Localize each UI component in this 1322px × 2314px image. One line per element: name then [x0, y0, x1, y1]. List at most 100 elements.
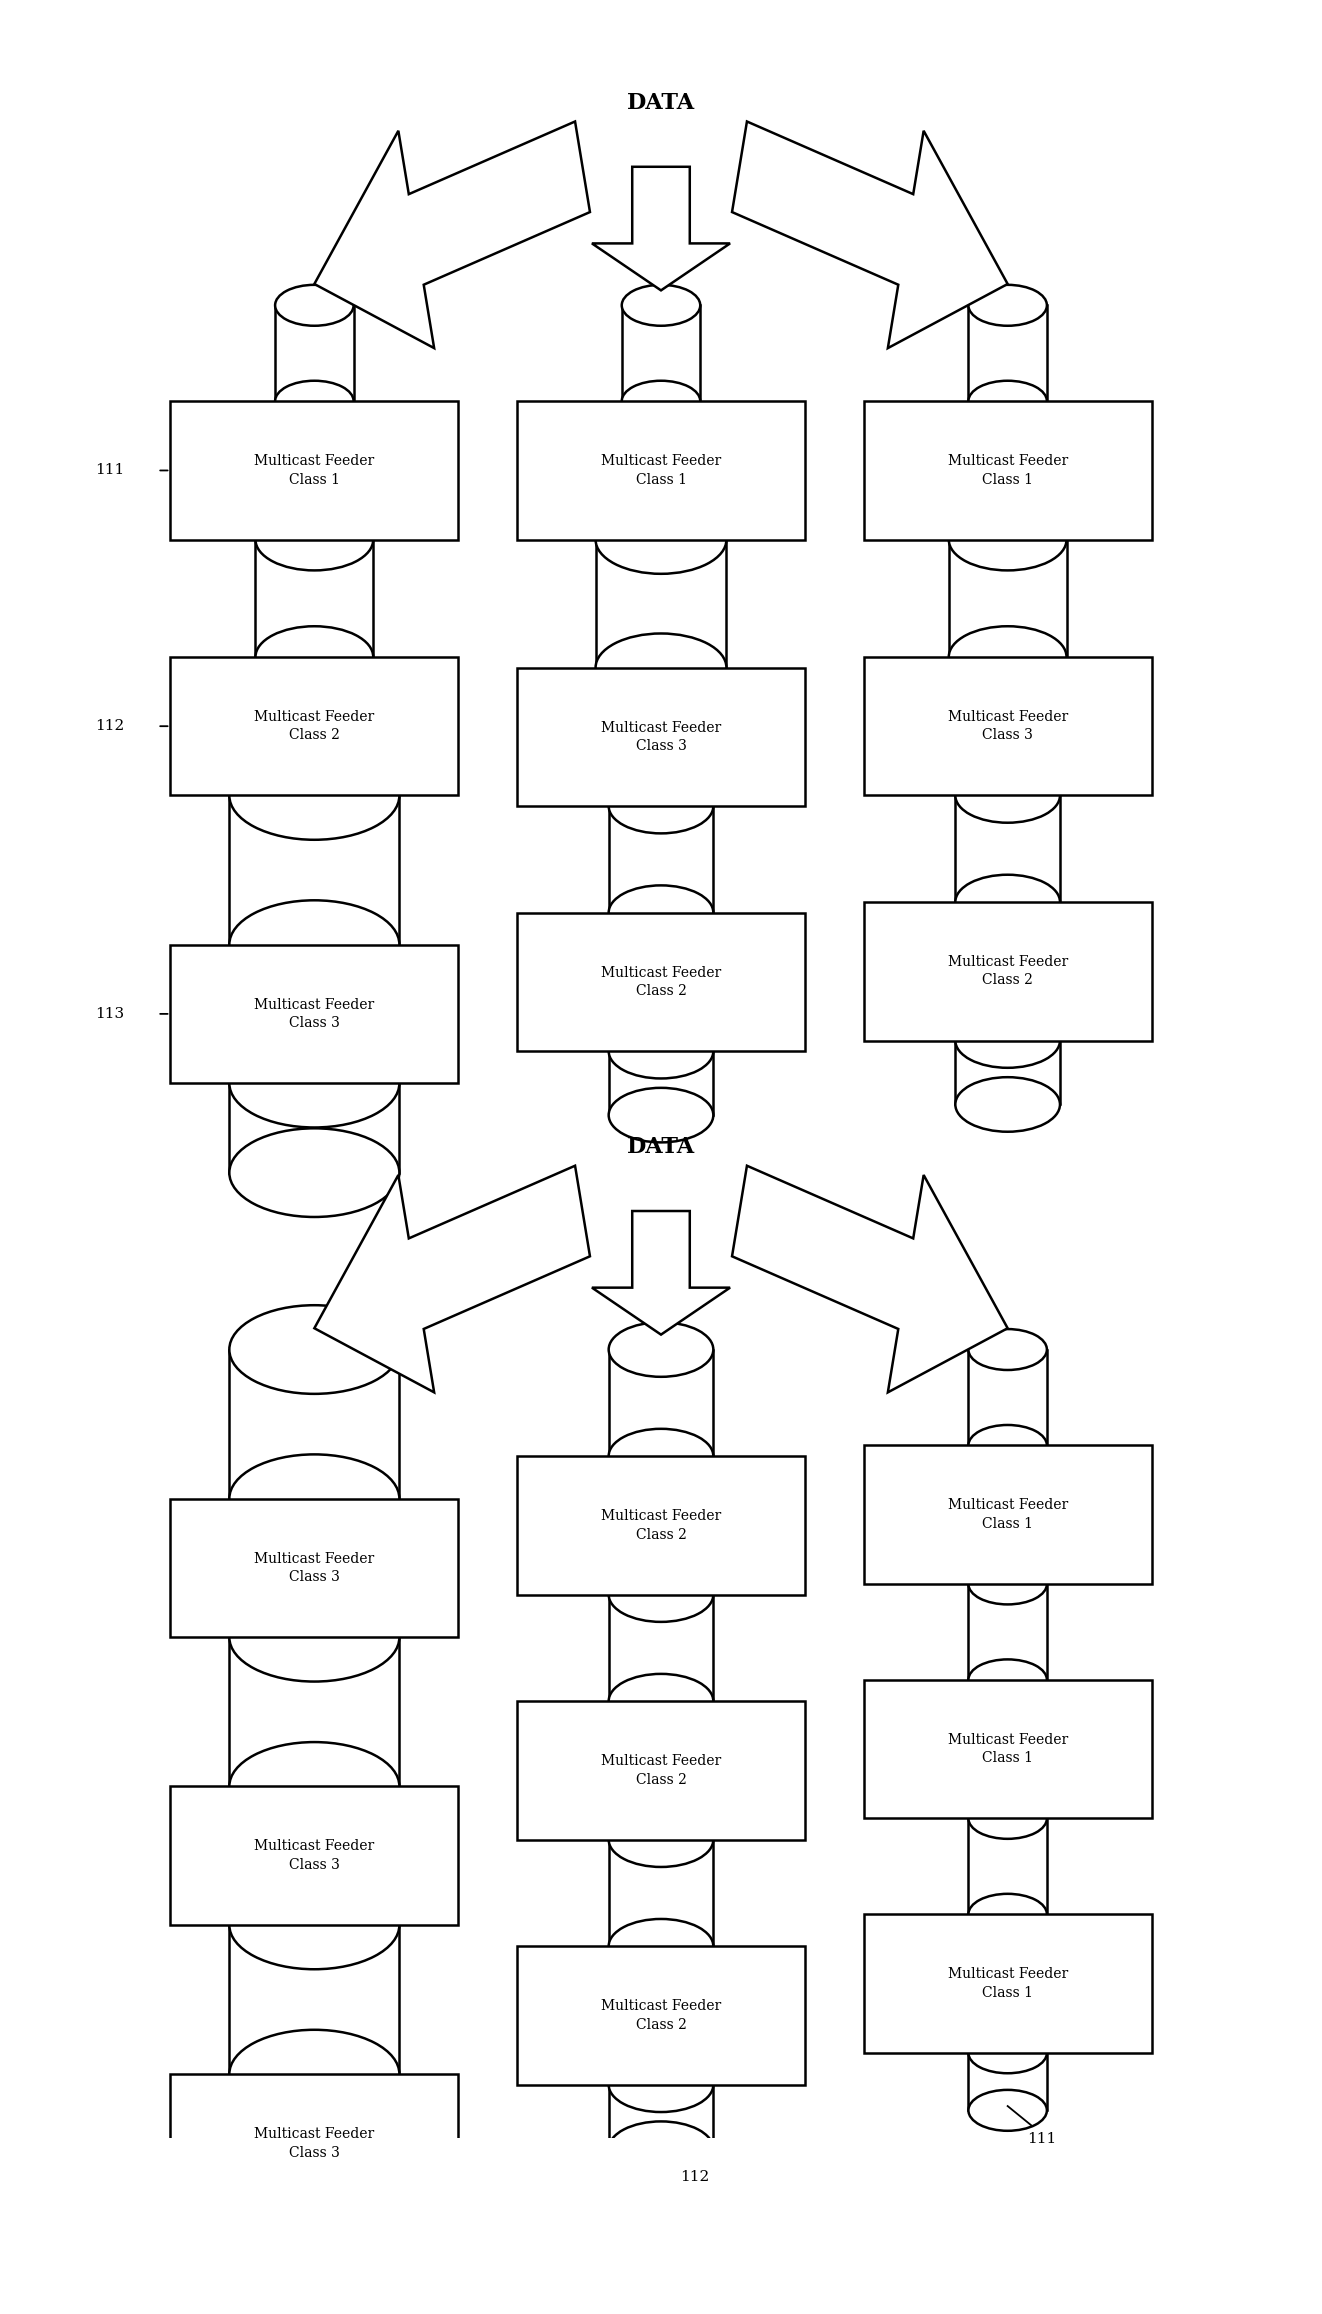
Bar — [969, 2053, 1047, 2110]
Text: Multicast Feeder
Class 2: Multicast Feeder Class 2 — [602, 1999, 720, 2032]
Bar — [275, 305, 353, 400]
Text: Multicast Feeder
Class 1: Multicast Feeder Class 1 — [948, 1499, 1068, 1532]
Bar — [517, 1701, 805, 1840]
Ellipse shape — [608, 780, 714, 833]
Bar — [608, 1349, 714, 1456]
Ellipse shape — [969, 1328, 1047, 1370]
Bar — [171, 400, 459, 539]
Polygon shape — [315, 123, 590, 347]
Ellipse shape — [969, 2032, 1047, 2073]
Bar — [229, 1083, 399, 1173]
Polygon shape — [592, 1210, 730, 1335]
Ellipse shape — [608, 1918, 714, 1974]
Text: Multicast Feeder
Class 2: Multicast Feeder Class 2 — [602, 1509, 720, 1541]
Text: DATA: DATA — [627, 1136, 695, 1157]
Ellipse shape — [608, 1673, 714, 1729]
Ellipse shape — [608, 886, 714, 939]
Bar — [969, 1349, 1047, 1446]
Bar — [863, 1914, 1151, 2053]
Ellipse shape — [229, 900, 399, 988]
Ellipse shape — [229, 1129, 399, 1217]
Ellipse shape — [969, 285, 1047, 326]
Ellipse shape — [969, 1798, 1047, 1840]
Polygon shape — [732, 123, 1007, 347]
Bar — [171, 1786, 459, 1925]
Ellipse shape — [596, 634, 726, 701]
Text: Multicast Feeder
Class 3: Multicast Feeder Class 3 — [254, 1553, 374, 1585]
Bar — [517, 666, 805, 805]
Ellipse shape — [255, 627, 373, 687]
Text: Multicast Feeder
Class 3: Multicast Feeder Class 3 — [602, 720, 720, 752]
Ellipse shape — [275, 285, 353, 326]
Bar — [621, 305, 701, 400]
Ellipse shape — [255, 509, 373, 572]
Ellipse shape — [229, 1881, 399, 1969]
Ellipse shape — [229, 1456, 399, 1543]
Bar — [608, 1840, 714, 1946]
Bar — [517, 400, 805, 539]
Text: Multicast Feeder
Class 3: Multicast Feeder Class 3 — [948, 710, 1068, 743]
Ellipse shape — [608, 1567, 714, 1622]
Text: Multicast Feeder
Class 2: Multicast Feeder Class 2 — [602, 1754, 720, 1786]
Ellipse shape — [229, 752, 399, 840]
Bar — [863, 657, 1151, 796]
Bar — [608, 1051, 714, 1115]
Ellipse shape — [956, 875, 1060, 930]
Text: Multicast Feeder
Class 2: Multicast Feeder Class 2 — [602, 965, 720, 997]
Ellipse shape — [969, 382, 1047, 421]
Bar — [969, 1585, 1047, 1680]
Ellipse shape — [949, 509, 1067, 572]
Ellipse shape — [608, 2122, 714, 2175]
Text: 111: 111 — [95, 463, 124, 477]
Ellipse shape — [608, 1023, 714, 1078]
Bar — [608, 805, 714, 912]
Bar — [863, 1446, 1151, 1585]
Bar — [949, 539, 1067, 657]
Bar — [171, 1499, 459, 1638]
Polygon shape — [732, 1166, 1007, 1393]
Bar — [969, 305, 1047, 400]
Ellipse shape — [969, 1564, 1047, 1604]
Ellipse shape — [275, 382, 353, 421]
Bar — [171, 944, 459, 1083]
Bar — [969, 1819, 1047, 1914]
Bar — [255, 539, 373, 657]
Bar — [171, 2073, 459, 2212]
Bar — [229, 796, 399, 944]
Text: Multicast Feeder
Class 1: Multicast Feeder Class 1 — [254, 454, 374, 486]
Ellipse shape — [956, 1014, 1060, 1067]
Ellipse shape — [229, 2258, 399, 2314]
Ellipse shape — [608, 2057, 714, 2113]
Ellipse shape — [229, 1592, 399, 1682]
Text: Multicast Feeder
Class 3: Multicast Feeder Class 3 — [254, 997, 374, 1030]
Ellipse shape — [969, 1893, 1047, 1935]
Bar — [171, 657, 459, 796]
Ellipse shape — [956, 768, 1060, 824]
Ellipse shape — [969, 1659, 1047, 1701]
Text: Multicast Feeder
Class 2: Multicast Feeder Class 2 — [254, 710, 374, 743]
Ellipse shape — [956, 1078, 1060, 1132]
Ellipse shape — [229, 2029, 399, 2117]
Ellipse shape — [949, 627, 1067, 687]
Bar — [517, 912, 805, 1051]
Text: Multicast Feeder
Class 1: Multicast Feeder Class 1 — [948, 1967, 1068, 1999]
Text: Multicast Feeder
Class 2: Multicast Feeder Class 2 — [948, 956, 1068, 988]
Text: Multicast Feeder
Class 1: Multicast Feeder Class 1 — [948, 454, 1068, 486]
Bar — [863, 902, 1151, 1041]
Bar — [956, 796, 1060, 902]
Ellipse shape — [229, 2168, 399, 2256]
Ellipse shape — [608, 1088, 714, 1143]
Text: Multicast Feeder
Class 1: Multicast Feeder Class 1 — [602, 454, 720, 486]
Bar — [517, 1946, 805, 2085]
Bar — [229, 1638, 399, 1786]
Text: 111: 111 — [1027, 2131, 1056, 2145]
Bar — [229, 1349, 399, 1499]
Ellipse shape — [608, 1321, 714, 1377]
Bar — [863, 400, 1151, 539]
Ellipse shape — [229, 1039, 399, 1127]
Ellipse shape — [969, 1425, 1047, 1465]
Polygon shape — [315, 1166, 590, 1393]
Ellipse shape — [608, 1812, 714, 1867]
Text: Multicast Feeder
Class 1: Multicast Feeder Class 1 — [948, 1733, 1068, 1766]
Ellipse shape — [621, 382, 701, 421]
